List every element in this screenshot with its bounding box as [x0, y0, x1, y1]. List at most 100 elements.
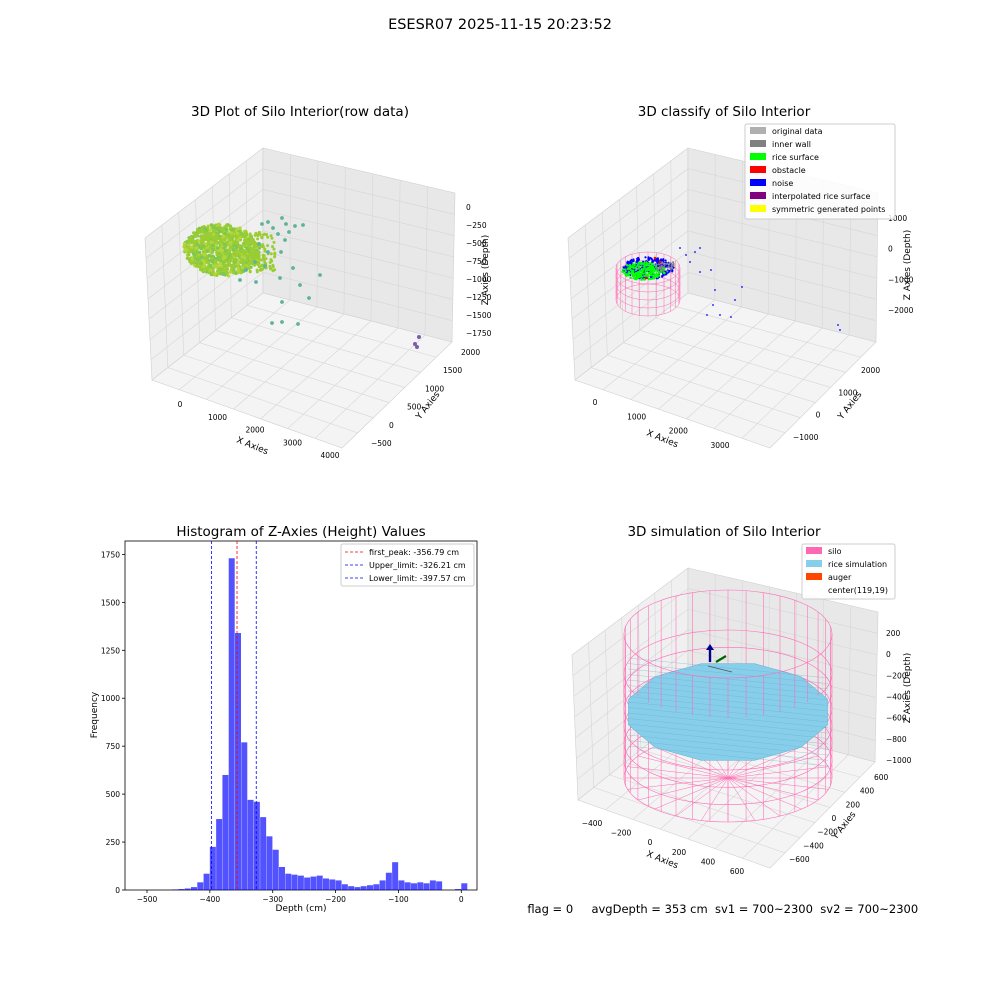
- histogram-bar: [272, 849, 279, 890]
- rice-surface-point: [634, 266, 637, 270]
- grid-line: [619, 199, 624, 343]
- raw-point: [199, 235, 203, 239]
- rice-surface-point: [645, 273, 649, 276]
- raw-point: [252, 242, 257, 247]
- panel-classify-title: 3D classify of Silo Interior: [638, 104, 811, 120]
- p2-z-tick: −1000: [888, 275, 914, 284]
- p1-z-axis-label: Z Axies (Depth): [481, 235, 491, 306]
- inner-wall-point: [658, 263, 660, 266]
- rice-surface-point: [640, 265, 643, 268]
- silo-radial: [727, 777, 829, 790]
- raw-point: [218, 261, 223, 266]
- raw-point: [228, 245, 232, 249]
- rice-surface-point: [649, 268, 653, 271]
- grid-line: [714, 747, 822, 849]
- histogram-bar: [316, 875, 323, 890]
- raw-point: [206, 266, 210, 270]
- noise-point-far: [837, 324, 839, 326]
- noise-point: [671, 269, 674, 272]
- p1-x-tick: 3000: [283, 438, 302, 447]
- histogram-bar: [411, 883, 417, 890]
- raw-point: [257, 255, 261, 259]
- grid-line: [741, 160, 743, 308]
- histogram-bar: [348, 886, 355, 890]
- panel-simulation-3d: 3D simulation of Silo Interior −400 −200 0…: [571, 524, 913, 876]
- raw-point: [211, 244, 215, 248]
- panel-simulation-title: 3D simulation of Silo Interior: [627, 524, 821, 540]
- silo-radial: [654, 777, 729, 810]
- raw-point: [207, 261, 211, 265]
- rice-surface-point: [630, 272, 633, 275]
- p1-y-tick: 0: [389, 421, 394, 430]
- p4-z-tick: −200: [886, 671, 907, 680]
- rice-surface-point: [628, 264, 631, 267]
- raw-point: [257, 260, 261, 264]
- raw-point: [211, 248, 215, 252]
- raw-point: [255, 268, 259, 272]
- raw-point: [225, 270, 229, 275]
- raw-point: [254, 231, 258, 235]
- rice-surface-point: [658, 271, 661, 275]
- raw-point: [260, 267, 264, 271]
- histogram-bar: [279, 866, 285, 890]
- p2-legend-swatch: [750, 127, 766, 134]
- raw-point: [209, 268, 213, 272]
- raw-point: [236, 268, 240, 272]
- raw-point-stray: [257, 242, 261, 246]
- rice-surface-point: [639, 274, 642, 277]
- raw-point: [200, 238, 205, 242]
- rice-surface-point: [641, 275, 644, 278]
- noise-point-far: [689, 261, 691, 263]
- raw-point: [252, 256, 256, 260]
- obstacle-point: [653, 256, 657, 260]
- p4-x-tick: 200: [672, 848, 687, 857]
- raw-point: [189, 236, 193, 240]
- raw-point: [269, 234, 273, 238]
- inner-wall-point: [662, 262, 664, 265]
- p2-legend-swatch: [750, 140, 766, 147]
- p4-z-tick: 200: [886, 629, 901, 638]
- histogram-bar: [228, 558, 235, 890]
- raw-point: [234, 245, 239, 249]
- raw-point: [231, 248, 235, 252]
- histogram-y-tick-label: 500: [106, 790, 121, 799]
- raw-point: [192, 248, 196, 253]
- inner-wall-point: [660, 265, 663, 268]
- raw-point: [273, 255, 277, 259]
- raw-point: [212, 232, 216, 237]
- rice-surface-point: [637, 273, 640, 276]
- p4-y-tick: 0: [832, 814, 837, 823]
- grid-line: [161, 225, 169, 368]
- raw-point: [223, 255, 227, 259]
- histogram-bar: [222, 774, 229, 890]
- raw-point: [215, 246, 220, 250]
- p4-z-axis-label: Z Axies (Depth): [903, 653, 913, 724]
- grid-line: [149, 251, 453, 340]
- raw-point: [239, 247, 243, 251]
- raw-point: [210, 260, 215, 264]
- p2-legend-label: original data: [772, 127, 823, 136]
- rice-surface-mesh: [627, 718, 829, 739]
- grid-line: [574, 629, 877, 718]
- raw-point: [230, 267, 234, 271]
- raw-point: [246, 255, 250, 259]
- noise-point-far: [710, 269, 712, 271]
- p4-legend-swatch: [806, 547, 822, 554]
- raw-point: [202, 262, 206, 266]
- rice-surface-point: [638, 276, 641, 279]
- raw-point-stray: [284, 222, 288, 226]
- raw-point: [200, 256, 204, 260]
- grid-line: [639, 329, 831, 388]
- p4-y-tick: −200: [817, 828, 838, 837]
- raw-point: [197, 226, 202, 231]
- raw-point: [216, 240, 221, 245]
- rice-surface-point: [655, 273, 658, 276]
- silo-radial: [727, 777, 781, 817]
- raw-point: [182, 242, 187, 246]
- noise-point-far: [839, 329, 841, 331]
- histogram-y-tick-label: 1250: [101, 646, 120, 655]
- rice-surface-point: [632, 266, 635, 269]
- histogram-bar: [197, 882, 204, 890]
- histogram-x-tick-label: −400: [200, 895, 221, 904]
- raw-point: [194, 239, 198, 244]
